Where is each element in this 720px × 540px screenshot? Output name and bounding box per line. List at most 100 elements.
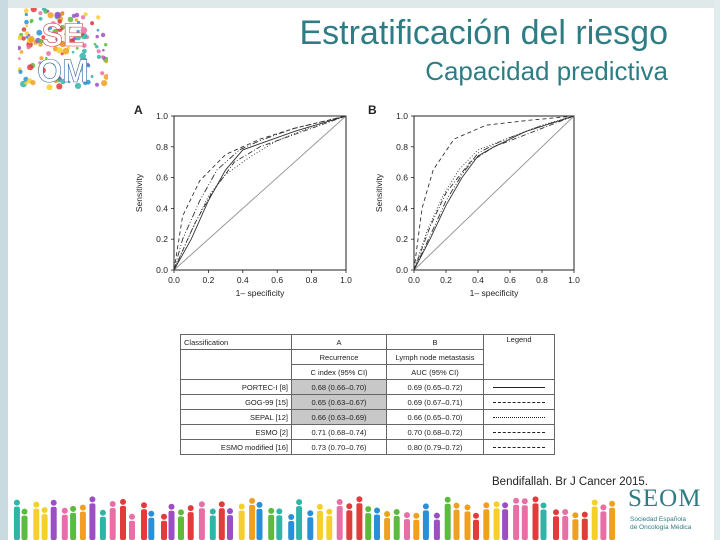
logo-dot <box>58 76 61 80</box>
person-head <box>600 504 607 511</box>
person-head <box>483 502 490 509</box>
logo-dot <box>101 80 108 87</box>
person-body <box>562 516 569 540</box>
person-body <box>238 510 245 540</box>
left-rail <box>0 0 8 540</box>
logo-dot <box>101 55 104 59</box>
x-tick-label: 0.4 <box>472 275 484 285</box>
person-body <box>120 505 126 540</box>
person-body <box>79 511 86 540</box>
logo-dot <box>27 33 31 37</box>
roc-curve-dash-dot-dot <box>413 115 575 271</box>
logo-dot <box>50 21 56 27</box>
row-auc: 0.69 (0.67–0.71) <box>386 394 484 410</box>
person-head <box>168 503 175 510</box>
person-head <box>249 497 256 504</box>
logo-dot <box>79 52 86 60</box>
person-body <box>326 515 333 540</box>
logo-dot <box>30 80 36 86</box>
table-row: ESMO modified [16] 0.73 (0.70–0.76) 0.80 (… <box>180 439 555 455</box>
x-tick-label: 0.0 <box>408 275 420 285</box>
person-body <box>198 508 205 540</box>
person-head <box>61 507 68 514</box>
x-axis-label: 1– specificity <box>470 288 519 298</box>
logo-dot <box>60 42 66 47</box>
logo-dot <box>80 15 86 20</box>
reference-diagonal <box>413 115 575 271</box>
person-body <box>464 511 471 540</box>
person-body <box>374 514 380 540</box>
person-body <box>553 516 559 540</box>
logo-dot <box>18 35 23 41</box>
person-body <box>336 506 343 540</box>
person-head <box>227 508 233 515</box>
logo-dot <box>56 47 63 54</box>
person-head <box>296 499 303 506</box>
logo-dot <box>102 48 105 52</box>
person-head <box>316 503 323 510</box>
logo-dot <box>25 35 29 39</box>
table-subheader-b: Lymph node metastasis <box>386 349 484 365</box>
person-head <box>553 509 559 516</box>
citation: Bendifallah. Br J Cancer 2015. <box>492 476 648 488</box>
person-body <box>161 520 167 540</box>
roc-curve-solid <box>413 115 575 271</box>
person-body <box>581 518 588 540</box>
person-body <box>276 515 283 540</box>
logo-dot <box>41 8 47 12</box>
person-body <box>307 517 314 540</box>
person-head <box>288 514 295 520</box>
person-head <box>161 513 167 520</box>
roc-curve-dash-dot-dot <box>173 115 347 271</box>
table-row: GOG-99 [15] 0.65 (0.63–0.67) 0.69 (0.67–0.… <box>180 394 555 410</box>
person-body <box>493 508 500 540</box>
logo-dot <box>86 62 90 66</box>
row-auc: 0.66 (0.65–0.70) <box>386 409 484 425</box>
person-body <box>148 517 155 540</box>
person-head <box>384 511 391 517</box>
person-head <box>444 496 451 503</box>
person-body <box>41 514 48 540</box>
logo-dot <box>96 49 101 54</box>
person-body <box>288 521 295 540</box>
row-classification: ESMO modified [16] <box>180 439 292 455</box>
plot-frame <box>413 115 575 271</box>
roc-panel-a: A 0.0 0.2 0.4 0.6 0.8 1.0 0.0 0.2 0.4 0.6 0.8 1.0 1– … <box>134 103 352 298</box>
logo-dot <box>74 82 82 89</box>
logo-dot <box>52 60 58 67</box>
person-body <box>513 504 520 540</box>
person-body <box>422 510 429 540</box>
logo-dot <box>75 34 81 41</box>
person-head <box>256 501 263 508</box>
row-c-index: 0.68 (0.66–0.70) <box>291 379 387 395</box>
legend-line-dotted <box>493 416 545 418</box>
person-body <box>433 519 440 540</box>
person-head <box>148 510 155 517</box>
brand-name: SEOM <box>628 485 702 512</box>
row-classification: GOG-99 [15] <box>180 394 292 410</box>
person-head <box>13 499 20 506</box>
logo-dot <box>47 12 54 19</box>
logo-dot <box>39 56 44 61</box>
person-body <box>168 510 175 540</box>
logo-dot <box>83 12 88 17</box>
person-body <box>13 506 20 540</box>
person-head <box>521 498 528 505</box>
legend-line-solid <box>493 386 545 388</box>
person-head <box>209 508 216 515</box>
row-c-index: 0.65 (0.63–0.67) <box>291 394 387 410</box>
roc-curve-dotted <box>173 115 347 271</box>
logo-dot <box>65 59 70 64</box>
person-head <box>33 501 40 508</box>
logo-dot <box>37 66 42 71</box>
row-classification: SEPAL [12] <box>180 409 292 425</box>
row-legend <box>483 424 555 440</box>
logo-dot <box>76 29 80 34</box>
logo-dot <box>95 82 99 87</box>
logo-dot <box>82 48 87 54</box>
person-head <box>187 505 194 512</box>
brand-line-2: de Oncología Médica <box>630 524 692 531</box>
person-body <box>404 519 410 540</box>
person-head <box>238 503 245 510</box>
y-tick-label: 1.0 <box>396 111 408 121</box>
